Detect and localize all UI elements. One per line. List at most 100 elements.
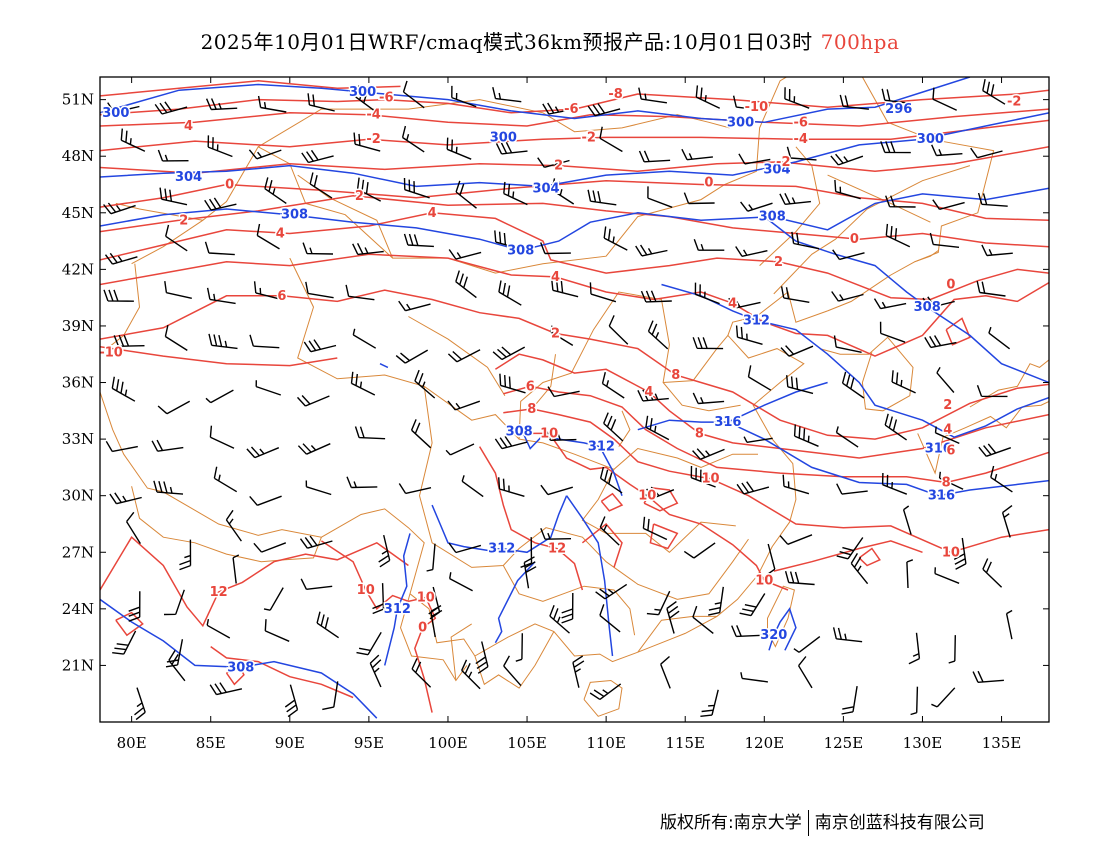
wind-barb: [589, 282, 617, 303]
lat-label: 39N: [62, 317, 94, 335]
temperature-contour: [100, 195, 1049, 248]
temperature-label: 2: [355, 189, 364, 204]
wind-barb: [647, 320, 669, 350]
wind-barb: [113, 334, 145, 347]
height-label: 308: [914, 300, 941, 315]
border-line: [914, 250, 939, 263]
lon-label: 90E: [275, 734, 305, 752]
temperature-contour: [210, 645, 354, 699]
wind-barb: [112, 630, 137, 655]
wind-barb: [694, 282, 720, 305]
temperature-contour: [100, 345, 338, 367]
height-label: 308: [759, 210, 786, 225]
temperature-label: 6: [277, 289, 286, 304]
wind-barb: [990, 465, 1013, 493]
wind-barb: [151, 439, 184, 452]
wind-barb: [976, 280, 1006, 297]
temperature-contour: [600, 492, 624, 512]
wind-barb: [589, 683, 622, 700]
wind-barb: [350, 371, 376, 396]
wind-barb: [786, 146, 817, 161]
wind-barb: [936, 366, 955, 393]
wind-barb: [924, 335, 957, 349]
lat-label: 21N: [62, 656, 94, 674]
wind-barb: [976, 385, 1008, 398]
wind-barb: [461, 659, 481, 690]
wind-barb: [246, 446, 280, 459]
wind-barb: [902, 505, 912, 535]
temperature-label: 0: [704, 176, 713, 191]
wind-barb: [426, 543, 436, 572]
lon-axis: 80E 85E 90E 95E 100E 105E 110E 115E 120E 125E 130E…: [117, 734, 1022, 752]
map-title: 2025年10月01日WRF/cmaq模式36km预报产品:10月01日03时 7…: [0, 26, 1100, 55]
border-line: [450, 623, 472, 681]
wind-barb: [732, 95, 763, 111]
wind-barb: [780, 286, 810, 303]
temperature-label: 4: [276, 227, 285, 242]
wind-barb: [395, 349, 429, 364]
temperature-label: -10: [99, 345, 123, 360]
wind-barb: [402, 80, 425, 109]
wind-barb: [884, 413, 907, 441]
wind-barb: [934, 426, 960, 445]
height-label: 304: [763, 162, 790, 177]
wind-barb: [831, 291, 864, 302]
wind-barb: [540, 242, 571, 255]
wind-barb: [545, 429, 577, 441]
wind-barb: [134, 687, 146, 721]
wind-barb: [296, 395, 330, 407]
border-line: [819, 336, 914, 412]
wind-barb: [932, 87, 957, 111]
wind-barb: [103, 289, 134, 302]
temperature-label: 2: [554, 159, 563, 174]
wind-barb: [430, 604, 443, 638]
wind-barb: [346, 476, 378, 489]
border-line: [583, 679, 623, 717]
wind-barb: [109, 492, 142, 505]
wind-barb: [635, 244, 668, 257]
wind-barb: [316, 611, 339, 639]
lat-label: 45N: [62, 204, 94, 222]
wind-barb: [107, 102, 140, 114]
wind-barb: [587, 103, 621, 117]
lon-label: 125E: [824, 734, 864, 752]
border-line: [474, 631, 555, 689]
wind-barb: [735, 325, 763, 345]
lon-label: 135E: [982, 734, 1022, 752]
wind-barb: [455, 270, 477, 299]
wind-barb: [499, 373, 526, 394]
height-contour: [727, 381, 828, 423]
temperature-label: -6: [379, 91, 393, 106]
wind-barb: [303, 339, 337, 353]
temperature-label: 4: [184, 119, 193, 134]
temperature-contour: [100, 108, 1049, 127]
wind-barb: [523, 556, 537, 589]
wind-barb: [885, 195, 916, 208]
wind-barb: [603, 412, 624, 442]
temperature-label: 12: [548, 541, 566, 556]
temperature-contour: [503, 385, 1049, 484]
wind-barb: [599, 516, 620, 546]
lat-label: 30N: [62, 487, 94, 505]
wind-barb: [492, 87, 522, 103]
wind-barb: [692, 448, 725, 460]
temperature-contour: [100, 536, 409, 628]
wind-barb: [647, 186, 673, 208]
wind-barb: [204, 241, 235, 256]
temperature-label: 0: [418, 621, 427, 636]
wind-barb: [642, 516, 668, 541]
border-line: [418, 386, 749, 600]
lat-label: 51N: [62, 91, 94, 109]
temperature-label: 10: [417, 591, 435, 606]
lon-label: 120E: [745, 734, 785, 752]
wind-barb: [603, 226, 628, 251]
wind-barb: [168, 650, 186, 682]
wind-barb: [301, 149, 334, 164]
wind-barb: [494, 436, 528, 450]
temperature-contour: [225, 664, 245, 686]
wind-barb: [248, 149, 282, 160]
border-line: [131, 486, 322, 563]
wind-barb: [461, 475, 484, 498]
wind-barb: [599, 126, 623, 153]
wind-barb: [841, 685, 858, 715]
